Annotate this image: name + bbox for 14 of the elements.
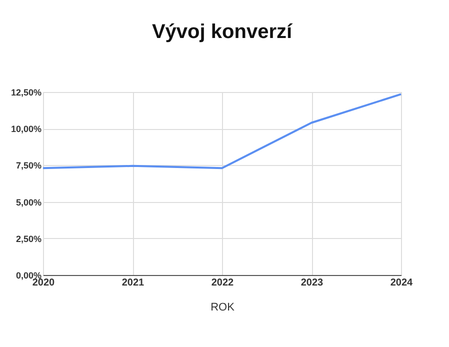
y-tick-label: 10,00% (10, 124, 42, 134)
x-tick-label: 2024 (390, 278, 414, 288)
y-tick-label: 12,50% (10, 88, 42, 98)
y-tick-label: 5,00% (16, 197, 42, 208)
y-tick-label: 0,00% (16, 270, 42, 280)
y-tick-label: 2,50% (16, 234, 42, 244)
x-tick-label: 2021 (122, 278, 145, 288)
chart-title: Vývoj konverzí (152, 21, 294, 43)
x-tick-label: 2023 (300, 278, 324, 288)
y-tick-label: 7,50% (16, 160, 42, 171)
x-tick-label: 2022 (211, 278, 234, 288)
x-tick-label: 2020 (32, 278, 56, 288)
line-series (42, 93, 402, 170)
x-axis-title: ROK (210, 302, 236, 314)
